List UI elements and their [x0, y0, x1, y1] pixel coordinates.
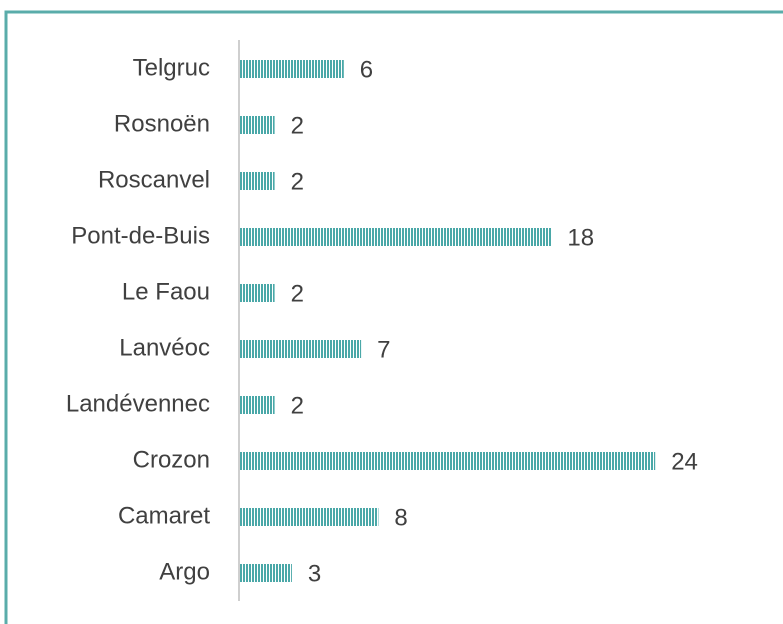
bar — [240, 228, 552, 246]
y-tick-label: Le Faou — [122, 278, 210, 305]
bar — [240, 116, 275, 134]
data-label: 24 — [671, 448, 698, 475]
bar — [240, 340, 362, 358]
data-label: 2 — [291, 280, 304, 307]
data-label: 6 — [360, 56, 373, 83]
y-tick-label: Lanvéoc — [119, 334, 210, 361]
y-tick-label: Rosnoën — [114, 110, 210, 137]
bar — [240, 60, 344, 78]
y-tick-label: Camaret — [118, 502, 210, 529]
bar — [240, 284, 275, 302]
y-tick-label: Roscanvel — [98, 166, 210, 193]
data-label: 2 — [291, 112, 304, 139]
data-label: 2 — [291, 168, 304, 195]
y-tick-label: Landévennec — [66, 390, 210, 417]
bar — [240, 508, 379, 526]
y-tick-label: Argo — [159, 558, 210, 585]
data-label: 8 — [394, 504, 407, 531]
data-label: 2 — [291, 392, 304, 419]
bar — [240, 396, 275, 414]
bar — [240, 452, 656, 470]
data-label: 3 — [308, 560, 321, 587]
bar — [240, 172, 275, 190]
frame — [4, 10, 783, 624]
data-label: 18 — [567, 224, 594, 251]
bar — [240, 564, 292, 582]
y-tick-label: Telgruc — [133, 54, 210, 81]
y-tick-label: Pont-de-Buis — [71, 222, 210, 249]
y-tick-label: Crozon — [133, 446, 210, 473]
data-label: 7 — [377, 336, 390, 363]
